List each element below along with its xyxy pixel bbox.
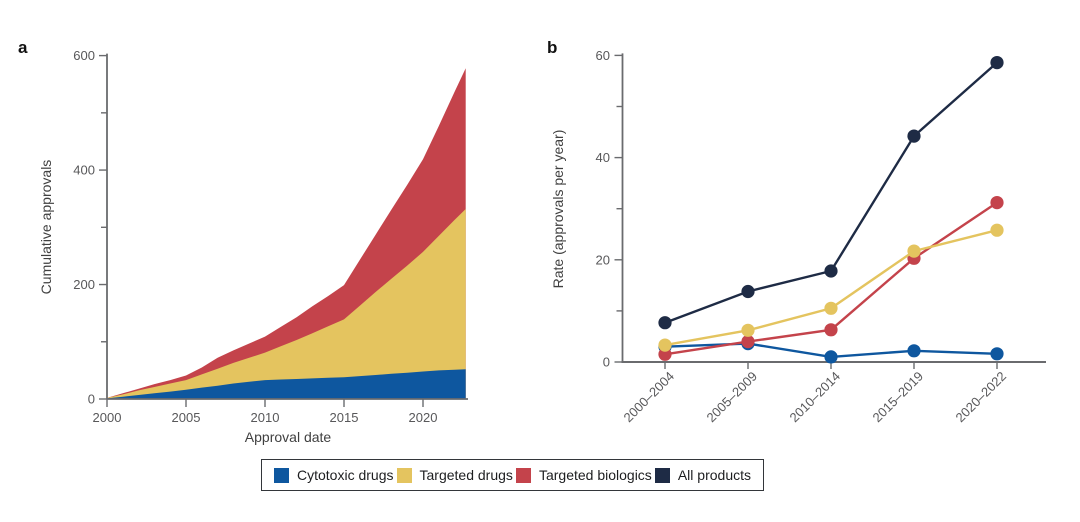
legend-label: Cytotoxic drugs (297, 467, 394, 483)
x-tick-label: 2015 (330, 410, 359, 425)
series-targeted-biologics (658, 196, 1004, 361)
y-tick-label: 60 (596, 48, 610, 63)
line-all-products (664, 61, 998, 324)
legend-label: Targeted drugs (419, 467, 513, 483)
area-targeted-drugs (107, 209, 466, 399)
marker-cytotoxic-drugs (824, 350, 838, 364)
y-tick-label: 400 (73, 163, 95, 178)
x-category-label: 2020–2022 (952, 369, 1009, 426)
marker-all-products (990, 56, 1004, 70)
marker-all-products (824, 264, 838, 278)
y-tick-label: 200 (73, 277, 95, 292)
x-category-label: 2005–2009 (703, 369, 760, 426)
marker-targeted-drugs (824, 301, 838, 315)
legend-label: Targeted biologics (538, 467, 652, 483)
legend: Cytotoxic drugs Targeted drugs Targeted bi… (261, 459, 764, 491)
marker-targeted-biologics (990, 196, 1004, 210)
legend-swatch-targeted-drugs (396, 467, 412, 483)
legend-swatch-targeted-biologics (515, 467, 531, 483)
marker-all-products (658, 316, 672, 330)
marker-targeted-biologics (824, 323, 838, 337)
y-tick-label: 600 (73, 48, 95, 63)
panel-b-chart: 0 20 40 60 2000–2004 2005–2009 2010–2014 2015–2… (550, 48, 1046, 425)
x-tick-label: 2000 (93, 410, 122, 425)
legend-item-targeted-drugs: Targeted drugs (396, 467, 513, 483)
marker-targeted-drugs (990, 223, 1004, 237)
legend-label: All products (677, 467, 751, 483)
series-cytotoxic-drugs (658, 337, 1004, 364)
series-targeted-drugs (658, 223, 1004, 352)
x-category-label: 2010–2014 (786, 369, 843, 426)
y-tick-label: 0 (88, 392, 95, 407)
marker-all-products (907, 129, 921, 143)
series-all-products (658, 56, 1004, 330)
panel-a-chart: 0 200 400 600 2000 2005 2010 2015 2020 Approval d… (38, 48, 468, 445)
x-tick-label: 2005 (172, 410, 201, 425)
x-category-label: 2015–2019 (869, 369, 926, 426)
marker-cytotoxic-drugs (990, 347, 1004, 361)
panel-a-label: a (18, 38, 28, 57)
legend-item-cytotoxic-drugs: Cytotoxic drugs (274, 467, 393, 483)
marker-targeted-drugs (741, 323, 755, 337)
panel-b-y-axis-title: Rate (approvals per year) (550, 130, 566, 289)
panel-a-y-axis-title: Cumulative approvals (38, 160, 54, 295)
x-tick-label: 2020 (409, 410, 438, 425)
panel-b-label: b (547, 38, 558, 57)
legend-swatch-all-products (654, 467, 670, 483)
marker-targeted-drugs (658, 338, 672, 352)
marker-targeted-drugs (907, 244, 921, 258)
x-tick-label: 2010 (251, 410, 280, 425)
area-cytotoxic (107, 369, 466, 399)
x-category-label: 2000–2004 (620, 369, 677, 426)
marker-all-products (741, 284, 755, 299)
legend-item-targeted-biologics: Targeted biologics (515, 467, 652, 483)
y-tick-label: 40 (596, 150, 610, 165)
marker-targeted-biologics (741, 335, 755, 349)
legend-item-all-products: All products (654, 467, 751, 483)
legend-swatch-cytotoxic-drugs (274, 467, 289, 483)
marker-cytotoxic-drugs (907, 344, 921, 358)
y-tick-label: 0 (603, 355, 610, 370)
marker-targeted-biologics (658, 347, 672, 361)
y-tick-label: 20 (596, 252, 610, 267)
panel-a-x-axis-title: Approval date (245, 429, 332, 445)
